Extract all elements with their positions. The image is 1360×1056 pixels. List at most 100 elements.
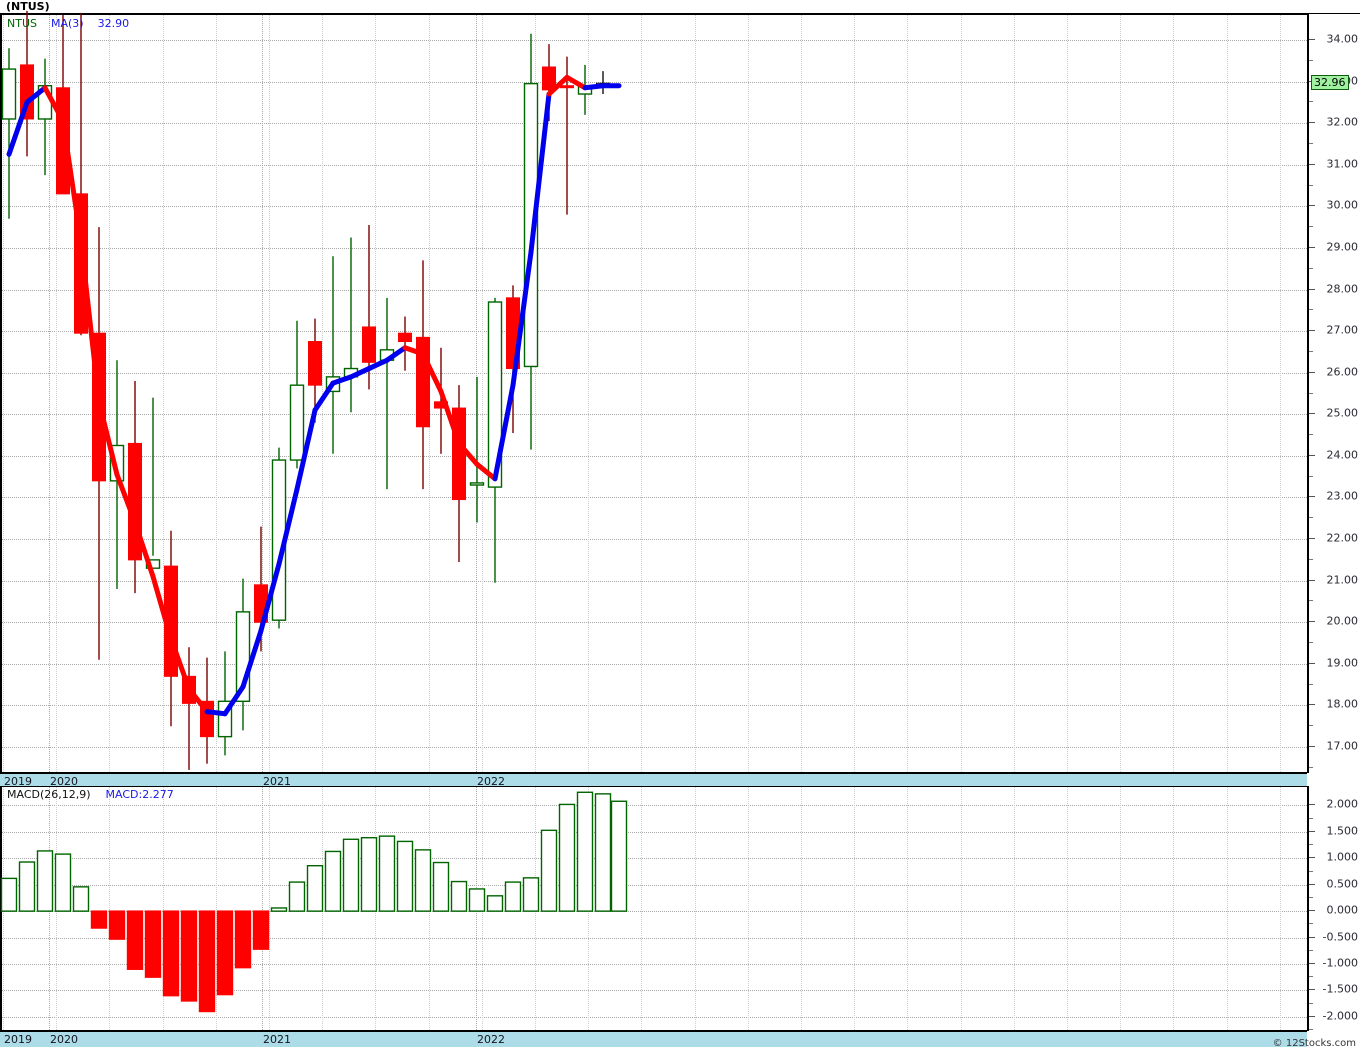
price-vertical-gridline-minor	[748, 15, 749, 772]
candlestick	[182, 647, 196, 770]
macd-histogram-bar	[450, 880, 468, 912]
price-axis-label: 26.00	[1326, 365, 1359, 379]
ma3-line-segment	[294, 407, 318, 492]
macd-axis-tick	[1309, 989, 1315, 991]
candle-body	[542, 66, 556, 91]
candle-body	[487, 301, 503, 488]
macd-histogram-bar	[270, 907, 288, 912]
price-gridline	[2, 247, 1309, 249]
macd-axis-minor-tick	[1309, 1029, 1313, 1030]
candlestick	[1, 48, 17, 219]
price-axis-tick	[1309, 621, 1315, 623]
price-axis-minor-tick	[1309, 59, 1313, 61]
macd-axis-tick	[1309, 936, 1315, 938]
price-gridline	[2, 539, 1309, 541]
price-axis-label: 30.00	[1326, 198, 1359, 212]
macd-histogram-bar	[360, 837, 378, 912]
price-axis-minor-tick	[1309, 475, 1313, 477]
macd-x-axis-datestrip: 2019 2020 2021 2022	[0, 1031, 1307, 1047]
macd-axis-label: -0.500	[1322, 930, 1358, 944]
current-price-tag: 32.96	[1311, 75, 1349, 91]
macd-gridline	[2, 937, 1309, 939]
price-legend: NTUS MA(3) 32.90	[7, 17, 129, 30]
macd-vertical-gridline-minor	[907, 787, 908, 1030]
price-candles-svg	[1, 10, 622, 770]
price-vertical-gridline-minor	[3, 15, 4, 772]
macd-gridline	[2, 990, 1309, 992]
x-axis-year-label: 2019	[4, 1033, 32, 1046]
macd-histogram-bar	[576, 791, 594, 912]
price-axis-label: 19.00	[1326, 656, 1359, 670]
price-axis-tick	[1309, 662, 1315, 664]
candlestick	[398, 316, 412, 371]
price-axis-tick	[1309, 746, 1315, 748]
macd-vertical-gridline-minor	[1173, 787, 1174, 1030]
macd-vertical-gridline-minor	[163, 787, 164, 1030]
price-axis-label: 21.00	[1326, 573, 1359, 587]
ma3-line-segment	[222, 684, 246, 717]
macd-gridline	[2, 963, 1309, 965]
price-gridline	[2, 455, 1309, 457]
price-vertical-gridline	[262, 15, 263, 772]
macd-chart-pane[interactable]: MACD(26,12,9) MACD:2.277	[0, 786, 1309, 1031]
candle-body	[308, 341, 322, 386]
price-axis-minor-tick	[1309, 434, 1313, 436]
macd-histogram-bar	[18, 861, 36, 912]
macd-axis-label: 0.500	[1326, 877, 1359, 891]
price-gridline	[2, 497, 1309, 499]
ma3-line-segment	[114, 472, 138, 525]
candlestick	[469, 376, 485, 523]
legend-ma-value: 32.90	[97, 17, 130, 30]
price-vertical-gridline-minor	[854, 15, 855, 772]
ma3-line-segment	[420, 351, 444, 394]
macd-axis-tick	[1309, 804, 1315, 806]
macd-histogram-bar	[522, 877, 540, 912]
macd-axis-minor-tick	[1309, 844, 1313, 846]
price-chart-pane[interactable]: NTUS MA(3) 32.90	[0, 10, 1309, 773]
candlestick	[416, 260, 430, 490]
window-title: (NTUS)	[6, 0, 50, 13]
x-axis-year-label: 2020	[50, 1033, 78, 1046]
price-vertical-gridline-minor	[695, 15, 696, 772]
macd-histogram-bar	[324, 850, 342, 912]
macd-axis-minor-tick	[1309, 1002, 1313, 1004]
ma3-line-segment	[204, 709, 228, 717]
macd-axis-tick	[1309, 857, 1315, 859]
macd-vertical-gridline-minor	[695, 787, 696, 1030]
x-axis-year-label: 2021	[263, 1033, 291, 1046]
ma3-line-segment	[186, 686, 210, 715]
candlestick	[308, 318, 322, 423]
price-vertical-gridline-minor	[1227, 15, 1228, 772]
legend-symbol: NTUS	[7, 17, 37, 30]
price-gridline	[2, 663, 1309, 665]
candlestick	[343, 237, 359, 413]
price-gridline	[2, 164, 1309, 166]
macd-axis-minor-tick	[1309, 949, 1313, 951]
price-vertical-gridline-minor	[1067, 15, 1068, 772]
macd-gridline	[2, 1016, 1309, 1018]
price-axis-tick	[1309, 122, 1315, 124]
macd-vertical-gridline-minor	[641, 787, 642, 1030]
candlestick	[92, 227, 106, 660]
macd-axis-label: 1.000	[1326, 850, 1359, 864]
price-axis-minor-tick	[1309, 392, 1313, 394]
price-vertical-gridline-minor	[588, 15, 589, 772]
macd-vertical-gridline-minor	[109, 787, 110, 1030]
macd-axis-tick	[1309, 830, 1315, 832]
ma3-line-segment	[258, 561, 282, 634]
macd-histogram-bar	[36, 850, 54, 912]
price-y-axis: 34.0033.0032.0031.0030.0029.0028.0027.00…	[1307, 14, 1360, 773]
price-axis-tick	[1309, 330, 1315, 332]
macd-vertical-gridline-minor	[1067, 787, 1068, 1030]
macd-gridline	[2, 884, 1309, 886]
macd-vertical-gridline-minor	[1227, 787, 1228, 1030]
price-axis-minor-tick	[1309, 600, 1313, 602]
price-axis-tick	[1309, 538, 1315, 540]
price-vertical-gridline-minor	[1173, 15, 1174, 772]
ma3-line-segment	[348, 366, 372, 380]
price-axis-tick	[1309, 246, 1315, 248]
price-axis-tick	[1309, 371, 1315, 373]
macd-vertical-gridline-minor	[269, 787, 270, 1030]
macd-histogram-bar	[558, 803, 576, 912]
candlestick	[362, 225, 376, 390]
